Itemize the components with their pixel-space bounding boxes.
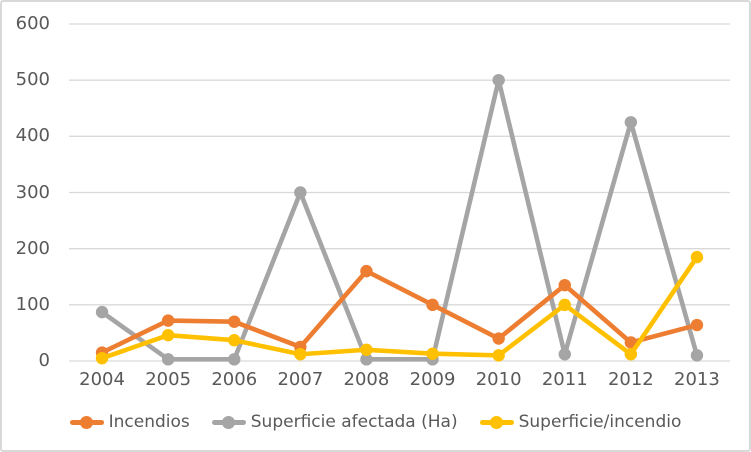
data-point-marker: [161, 353, 175, 366]
y-axis-tick-label: 600: [15, 13, 50, 34]
data-point-marker: [690, 250, 704, 264]
data-point-marker: [228, 353, 241, 366]
data-point-marker: [558, 278, 571, 292]
data-point-marker: [492, 332, 505, 345]
x-axis-tick-label: 2011: [541, 369, 588, 390]
data-point-marker: [95, 351, 109, 365]
series-line-2: [99, 254, 700, 361]
x-axis-tick-label: 2009: [409, 369, 456, 390]
y-axis-tick-label: 300: [15, 181, 50, 203]
y-axis-tick-label: 0: [38, 350, 50, 371]
data-point-marker: [426, 347, 439, 360]
legend-item-superficie-incendio: Superficie/incendio: [479, 412, 682, 432]
data-point-marker: [161, 314, 175, 327]
series-line-1: [99, 77, 700, 362]
x-axis-tick-label: 2013: [674, 369, 720, 390]
legend-item-incendios: Incendios: [69, 412, 190, 432]
data-point-marker: [624, 116, 638, 129]
data-point-marker: [161, 328, 175, 342]
legend-marker-dot-icon: [222, 415, 236, 429]
data-point-marker: [558, 298, 571, 312]
legend-marker-dot-icon: [490, 415, 504, 429]
data-point-marker: [492, 349, 505, 362]
legend-marker-dot-icon: [80, 415, 94, 429]
x-axis-tick-label: 2010: [475, 369, 522, 390]
data-point-marker: [624, 348, 638, 361]
x-axis-tick-label: 2012: [607, 369, 654, 390]
series-line-0: [99, 268, 700, 355]
chart-legend: Incendios Superficie afectada (Ha) Super…: [2, 407, 749, 437]
y-axis-tick-label: 400: [15, 125, 50, 147]
data-point-marker: [690, 318, 704, 332]
legend-label-superficie-incendio: Superficie/incendio: [518, 412, 682, 432]
data-point-marker: [558, 348, 571, 361]
legend-label-superficie-afectada: Superficie afectada (Ha): [250, 412, 458, 432]
x-axis-tick-label: 2006: [211, 369, 258, 390]
data-point-marker: [360, 353, 373, 366]
legend-marker-line-icon: [69, 415, 104, 429]
legend-marker-line-icon: [479, 415, 514, 429]
y-axis-tick-label: 200: [15, 237, 50, 259]
legend-marker-line-icon: [211, 415, 246, 429]
x-axis-tick-label: 2007: [277, 369, 324, 390]
y-axis-tick-label: 500: [15, 69, 50, 91]
data-point-marker: [690, 349, 704, 362]
data-point-marker: [228, 315, 241, 328]
data-point-marker: [492, 73, 505, 87]
data-point-marker: [294, 348, 307, 361]
data-point-marker: [426, 298, 439, 312]
legend-label-incendios: Incendios: [108, 412, 190, 432]
x-axis-tick-label: 2008: [343, 369, 390, 390]
x-axis-tick-label: 2005: [145, 369, 192, 390]
legend-item-superficie-afectada: Superficie afectada (Ha): [211, 412, 458, 432]
data-point-marker: [360, 264, 373, 278]
data-point-marker: [228, 334, 241, 347]
data-point-marker: [624, 336, 638, 349]
data-point-marker: [294, 186, 307, 199]
data-point-marker: [95, 305, 109, 319]
data-point-marker: [360, 343, 373, 356]
y-axis-tick-label: 100: [15, 293, 50, 315]
x-axis-tick-label: 2004: [79, 369, 125, 390]
